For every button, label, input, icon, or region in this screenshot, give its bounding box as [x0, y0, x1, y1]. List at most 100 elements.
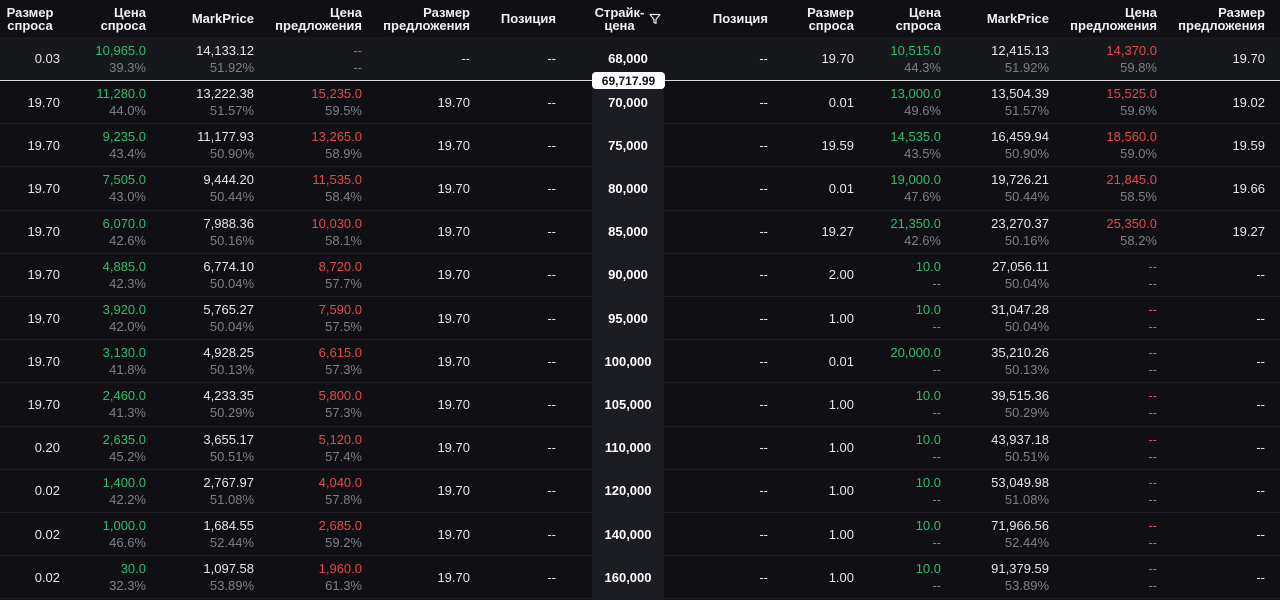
- call-bid[interactable]: 3,920.0 42.0%: [60, 297, 146, 339]
- call-ask[interactable]: 13,265.0 58.9%: [254, 124, 362, 166]
- put-bid[interactable]: 10.0 --: [854, 427, 941, 469]
- table-row[interactable]: 0.02 1,400.0 42.2% 2,767.97 51.08% 4,040…: [0, 470, 1280, 513]
- header-call-bid-size[interactable]: Размер спроса: [6, 4, 54, 33]
- put-bid[interactable]: 21,350.0 42.6%: [854, 211, 941, 253]
- put-bid[interactable]: 10.0 --: [854, 556, 941, 598]
- call-ask-size[interactable]: 19.70: [362, 124, 470, 166]
- call-bid-size[interactable]: 0.03: [0, 37, 60, 80]
- call-position[interactable]: --: [470, 124, 556, 166]
- put-bid-size[interactable]: 19.70: [768, 37, 854, 80]
- put-ask[interactable]: 15,525.0 59.6%: [1049, 81, 1157, 123]
- put-ask-size[interactable]: --: [1157, 470, 1265, 512]
- put-bid-size[interactable]: 2.00: [768, 254, 854, 296]
- header-call-position[interactable]: Позиция: [500, 11, 556, 26]
- call-ask[interactable]: -- --: [254, 37, 362, 80]
- put-bid-size[interactable]: 0.01: [768, 167, 854, 209]
- put-ask[interactable]: 18,560.0 59.0%: [1049, 124, 1157, 166]
- header-put-bid-size[interactable]: Размер спроса: [807, 4, 854, 33]
- call-bid-size[interactable]: 19.70: [0, 211, 60, 253]
- put-ask-size[interactable]: 19.70: [1157, 37, 1265, 80]
- header-put-ask[interactable]: Цена предложения: [1070, 4, 1157, 33]
- put-ask[interactable]: -- --: [1049, 254, 1157, 296]
- call-position[interactable]: --: [470, 513, 556, 555]
- call-ask-size[interactable]: 19.70: [362, 81, 470, 123]
- call-ask[interactable]: 2,685.0 59.2%: [254, 513, 362, 555]
- call-position[interactable]: --: [470, 37, 556, 80]
- put-bid[interactable]: 10,515.0 44.3%: [854, 37, 941, 80]
- call-bid-size[interactable]: 19.70: [0, 124, 60, 166]
- call-bid-size[interactable]: 19.70: [0, 340, 60, 382]
- table-row[interactable]: 19.70 2,460.0 41.3% 4,233.35 50.29% 5,80…: [0, 383, 1280, 427]
- put-position[interactable]: --: [664, 383, 768, 425]
- put-bid[interactable]: 14,535.0 43.5%: [854, 124, 941, 166]
- put-position[interactable]: --: [664, 167, 768, 209]
- put-bid[interactable]: 19,000.0 47.6%: [854, 167, 941, 209]
- put-bid-size[interactable]: 1.00: [768, 470, 854, 512]
- call-bid-size[interactable]: 0.02: [0, 513, 60, 555]
- call-bid[interactable]: 3,130.0 41.8%: [60, 340, 146, 382]
- put-position[interactable]: --: [664, 254, 768, 296]
- call-bid[interactable]: 7,505.0 43.0%: [60, 167, 146, 209]
- call-ask-size[interactable]: 19.70: [362, 340, 470, 382]
- table-row[interactable]: 19.70 7,505.0 43.0% 9,444.20 50.44% 11,5…: [0, 167, 1280, 211]
- put-ask[interactable]: 21,845.0 58.5%: [1049, 167, 1157, 209]
- put-position[interactable]: --: [664, 470, 768, 512]
- header-put-bid[interactable]: Цена спроса: [895, 4, 941, 33]
- put-bid-size[interactable]: 19.59: [768, 124, 854, 166]
- table-row[interactable]: 19.70 4,885.0 42.3% 6,774.10 50.04% 8,72…: [0, 254, 1280, 297]
- call-position[interactable]: --: [470, 297, 556, 339]
- call-ask-size[interactable]: 19.70: [362, 513, 470, 555]
- call-position[interactable]: --: [470, 383, 556, 425]
- put-ask-size[interactable]: --: [1157, 340, 1265, 382]
- header-call-mark[interactable]: MarkPrice: [191, 11, 254, 26]
- put-bid[interactable]: 10.0 --: [854, 254, 941, 296]
- call-bid-size[interactable]: 19.70: [0, 167, 60, 209]
- put-position[interactable]: --: [664, 340, 768, 382]
- put-bid-size[interactable]: 1.00: [768, 297, 854, 339]
- put-ask[interactable]: -- --: [1049, 297, 1157, 339]
- table-row[interactable]: 0.02 1,000.0 46.6% 1,684.55 52.44% 2,685…: [0, 513, 1280, 557]
- call-bid-size[interactable]: 0.02: [0, 556, 60, 598]
- put-ask-size[interactable]: 19.27: [1157, 211, 1265, 253]
- call-ask-size[interactable]: 19.70: [362, 254, 470, 296]
- put-bid-size[interactable]: 0.01: [768, 340, 854, 382]
- call-ask[interactable]: 8,720.0 57.7%: [254, 254, 362, 296]
- call-ask[interactable]: 7,590.0 57.5%: [254, 297, 362, 339]
- call-bid[interactable]: 10,965.0 39.3%: [60, 37, 146, 80]
- header-call-bid[interactable]: Цена спроса: [100, 4, 146, 33]
- put-ask[interactable]: -- --: [1049, 340, 1157, 382]
- put-ask-size[interactable]: 19.02: [1157, 81, 1265, 123]
- put-ask-size[interactable]: --: [1157, 427, 1265, 469]
- table-row[interactable]: 0.20 2,635.0 45.2% 3,655.17 50.51% 5,120…: [0, 427, 1280, 470]
- call-ask[interactable]: 4,040.0 57.8%: [254, 470, 362, 512]
- header-strike[interactable]: Страйк-цена: [592, 0, 664, 37]
- put-position[interactable]: --: [664, 211, 768, 253]
- put-bid-size[interactable]: 19.27: [768, 211, 854, 253]
- put-position[interactable]: --: [664, 37, 768, 80]
- put-ask-size[interactable]: --: [1157, 513, 1265, 555]
- call-bid[interactable]: 30.0 32.3%: [60, 556, 146, 598]
- call-ask[interactable]: 5,120.0 57.4%: [254, 427, 362, 469]
- put-ask[interactable]: 14,370.0 59.8%: [1049, 37, 1157, 80]
- call-ask-size[interactable]: 19.70: [362, 470, 470, 512]
- call-bid-size[interactable]: 19.70: [0, 297, 60, 339]
- call-bid[interactable]: 1,000.0 46.6%: [60, 513, 146, 555]
- call-ask[interactable]: 15,235.0 59.5%: [254, 81, 362, 123]
- call-bid[interactable]: 4,885.0 42.3%: [60, 254, 146, 296]
- put-ask[interactable]: 25,350.0 58.2%: [1049, 211, 1157, 253]
- call-bid[interactable]: 6,070.0 42.6%: [60, 211, 146, 253]
- put-ask[interactable]: -- --: [1049, 556, 1157, 598]
- call-bid-size[interactable]: 19.70: [0, 81, 60, 123]
- table-row[interactable]: 19.70 11,280.0 44.0% 13,222.38 51.57% 15…: [0, 81, 1280, 125]
- put-ask-size[interactable]: 19.59: [1157, 124, 1265, 166]
- put-bid-size[interactable]: 1.00: [768, 513, 854, 555]
- table-row[interactable]: 19.70 3,130.0 41.8% 4,928.25 50.13% 6,61…: [0, 340, 1280, 384]
- put-bid[interactable]: 10.0 --: [854, 297, 941, 339]
- table-row[interactable]: 0.02 30.0 32.3% 1,097.58 53.89% 1,960.0 …: [0, 556, 1280, 600]
- put-bid-size[interactable]: 0.01: [768, 81, 854, 123]
- call-ask-size[interactable]: 19.70: [362, 297, 470, 339]
- call-bid-size[interactable]: 19.70: [0, 383, 60, 425]
- call-ask-size[interactable]: 19.70: [362, 427, 470, 469]
- put-position[interactable]: --: [664, 124, 768, 166]
- call-ask-size[interactable]: 19.70: [362, 556, 470, 598]
